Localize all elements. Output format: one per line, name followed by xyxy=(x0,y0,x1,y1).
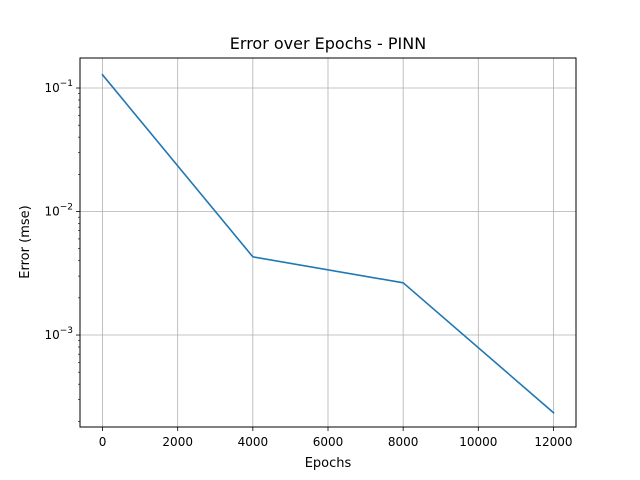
x-tick-label: 10000 xyxy=(459,435,497,449)
x-axis-ticks: 0 2000 4000 6000 8000 10000 12000 xyxy=(99,427,573,449)
y-axis-ticks: 10−110−210−3 xyxy=(44,79,80,422)
y-tick-label-base: 10 xyxy=(44,81,59,95)
x-axis-label: Epochs xyxy=(305,456,352,471)
y-tick-label-exponent: −3 xyxy=(60,326,73,336)
grid xyxy=(80,58,576,427)
x-tick-label: 12000 xyxy=(534,435,572,449)
y-tick-label: 10−1 xyxy=(44,79,73,95)
x-tick-label: 2000 xyxy=(162,435,193,449)
y-tick-label: 10−2 xyxy=(44,203,73,219)
chart-title: Error over Epochs - PINN xyxy=(230,34,426,53)
y-tick-label-base: 10 xyxy=(44,328,59,342)
y-tick-label-exponent: −2 xyxy=(60,203,73,213)
x-tick-label: 6000 xyxy=(313,435,344,449)
y-axis-label: Error (mse) xyxy=(18,205,33,278)
series-layer xyxy=(101,73,555,414)
x-tick-label: 0 xyxy=(99,435,107,449)
x-tick-label: 8000 xyxy=(388,435,419,449)
y-tick-label-base: 10 xyxy=(44,205,59,219)
y-tick-label-exponent: −1 xyxy=(60,79,73,89)
series-line xyxy=(101,73,555,414)
x-tick-label: 4000 xyxy=(238,435,269,449)
y-tick-label: 10−3 xyxy=(44,326,73,342)
